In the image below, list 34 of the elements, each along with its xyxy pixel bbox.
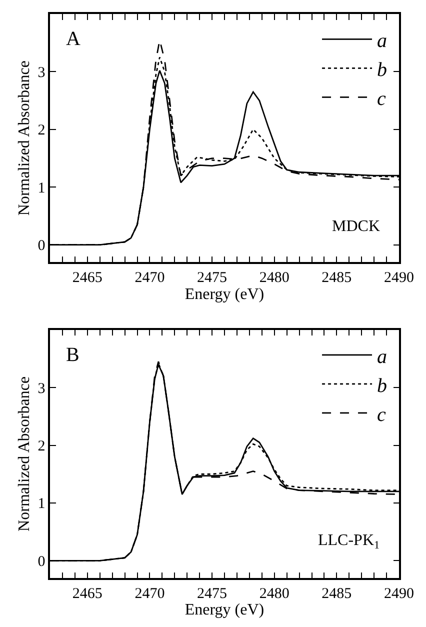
annotation: A <box>66 28 81 50</box>
x-tick-label: 2470 <box>134 586 165 602</box>
legend-label: c <box>377 88 386 110</box>
legend-label: b <box>377 374 388 397</box>
x-tick-label: 2485 <box>322 586 352 602</box>
x-tick-label: 2465 <box>72 586 102 602</box>
x-tick-label: 2480 <box>259 586 290 602</box>
y-axis-title: Normalized Absorbance <box>16 60 34 216</box>
x-axis-title: Energy (eV) <box>184 286 264 303</box>
legend-label: c <box>377 404 386 426</box>
x-tick-label: 2490 <box>384 270 414 286</box>
x-tick-label: 2470 <box>134 270 165 286</box>
x-axis-title: Energy (eV) <box>184 602 264 619</box>
legend-label: a <box>377 346 388 368</box>
y-tick-label: 3 <box>38 380 46 397</box>
x-tick-label: 2475 <box>197 270 228 286</box>
y-tick-label: 0 <box>38 554 46 570</box>
y-tick-label: 2 <box>38 122 46 139</box>
y-tick-label: 3 <box>38 64 46 81</box>
legend-label: b <box>377 58 388 81</box>
y-tick-label: 1 <box>38 180 46 196</box>
y-axis-title: Normalized Absorbance <box>16 376 34 532</box>
y-tick-label: 0 <box>38 238 46 254</box>
x-tick-label: 2490 <box>384 586 414 602</box>
x-tick-label: 2480 <box>259 270 290 286</box>
annotation: B <box>66 344 80 366</box>
x-tick-label: 2485 <box>322 270 352 286</box>
annotation: LLC-PK$_{1}$ <box>318 532 380 552</box>
legend-label: a <box>377 30 388 52</box>
annotation: MDCK <box>332 218 380 235</box>
x-tick-label: 2475 <box>197 586 228 602</box>
x-tick-label: 2465 <box>72 270 102 286</box>
y-tick-label: 1 <box>38 496 46 512</box>
y-tick-label: 2 <box>38 438 46 455</box>
